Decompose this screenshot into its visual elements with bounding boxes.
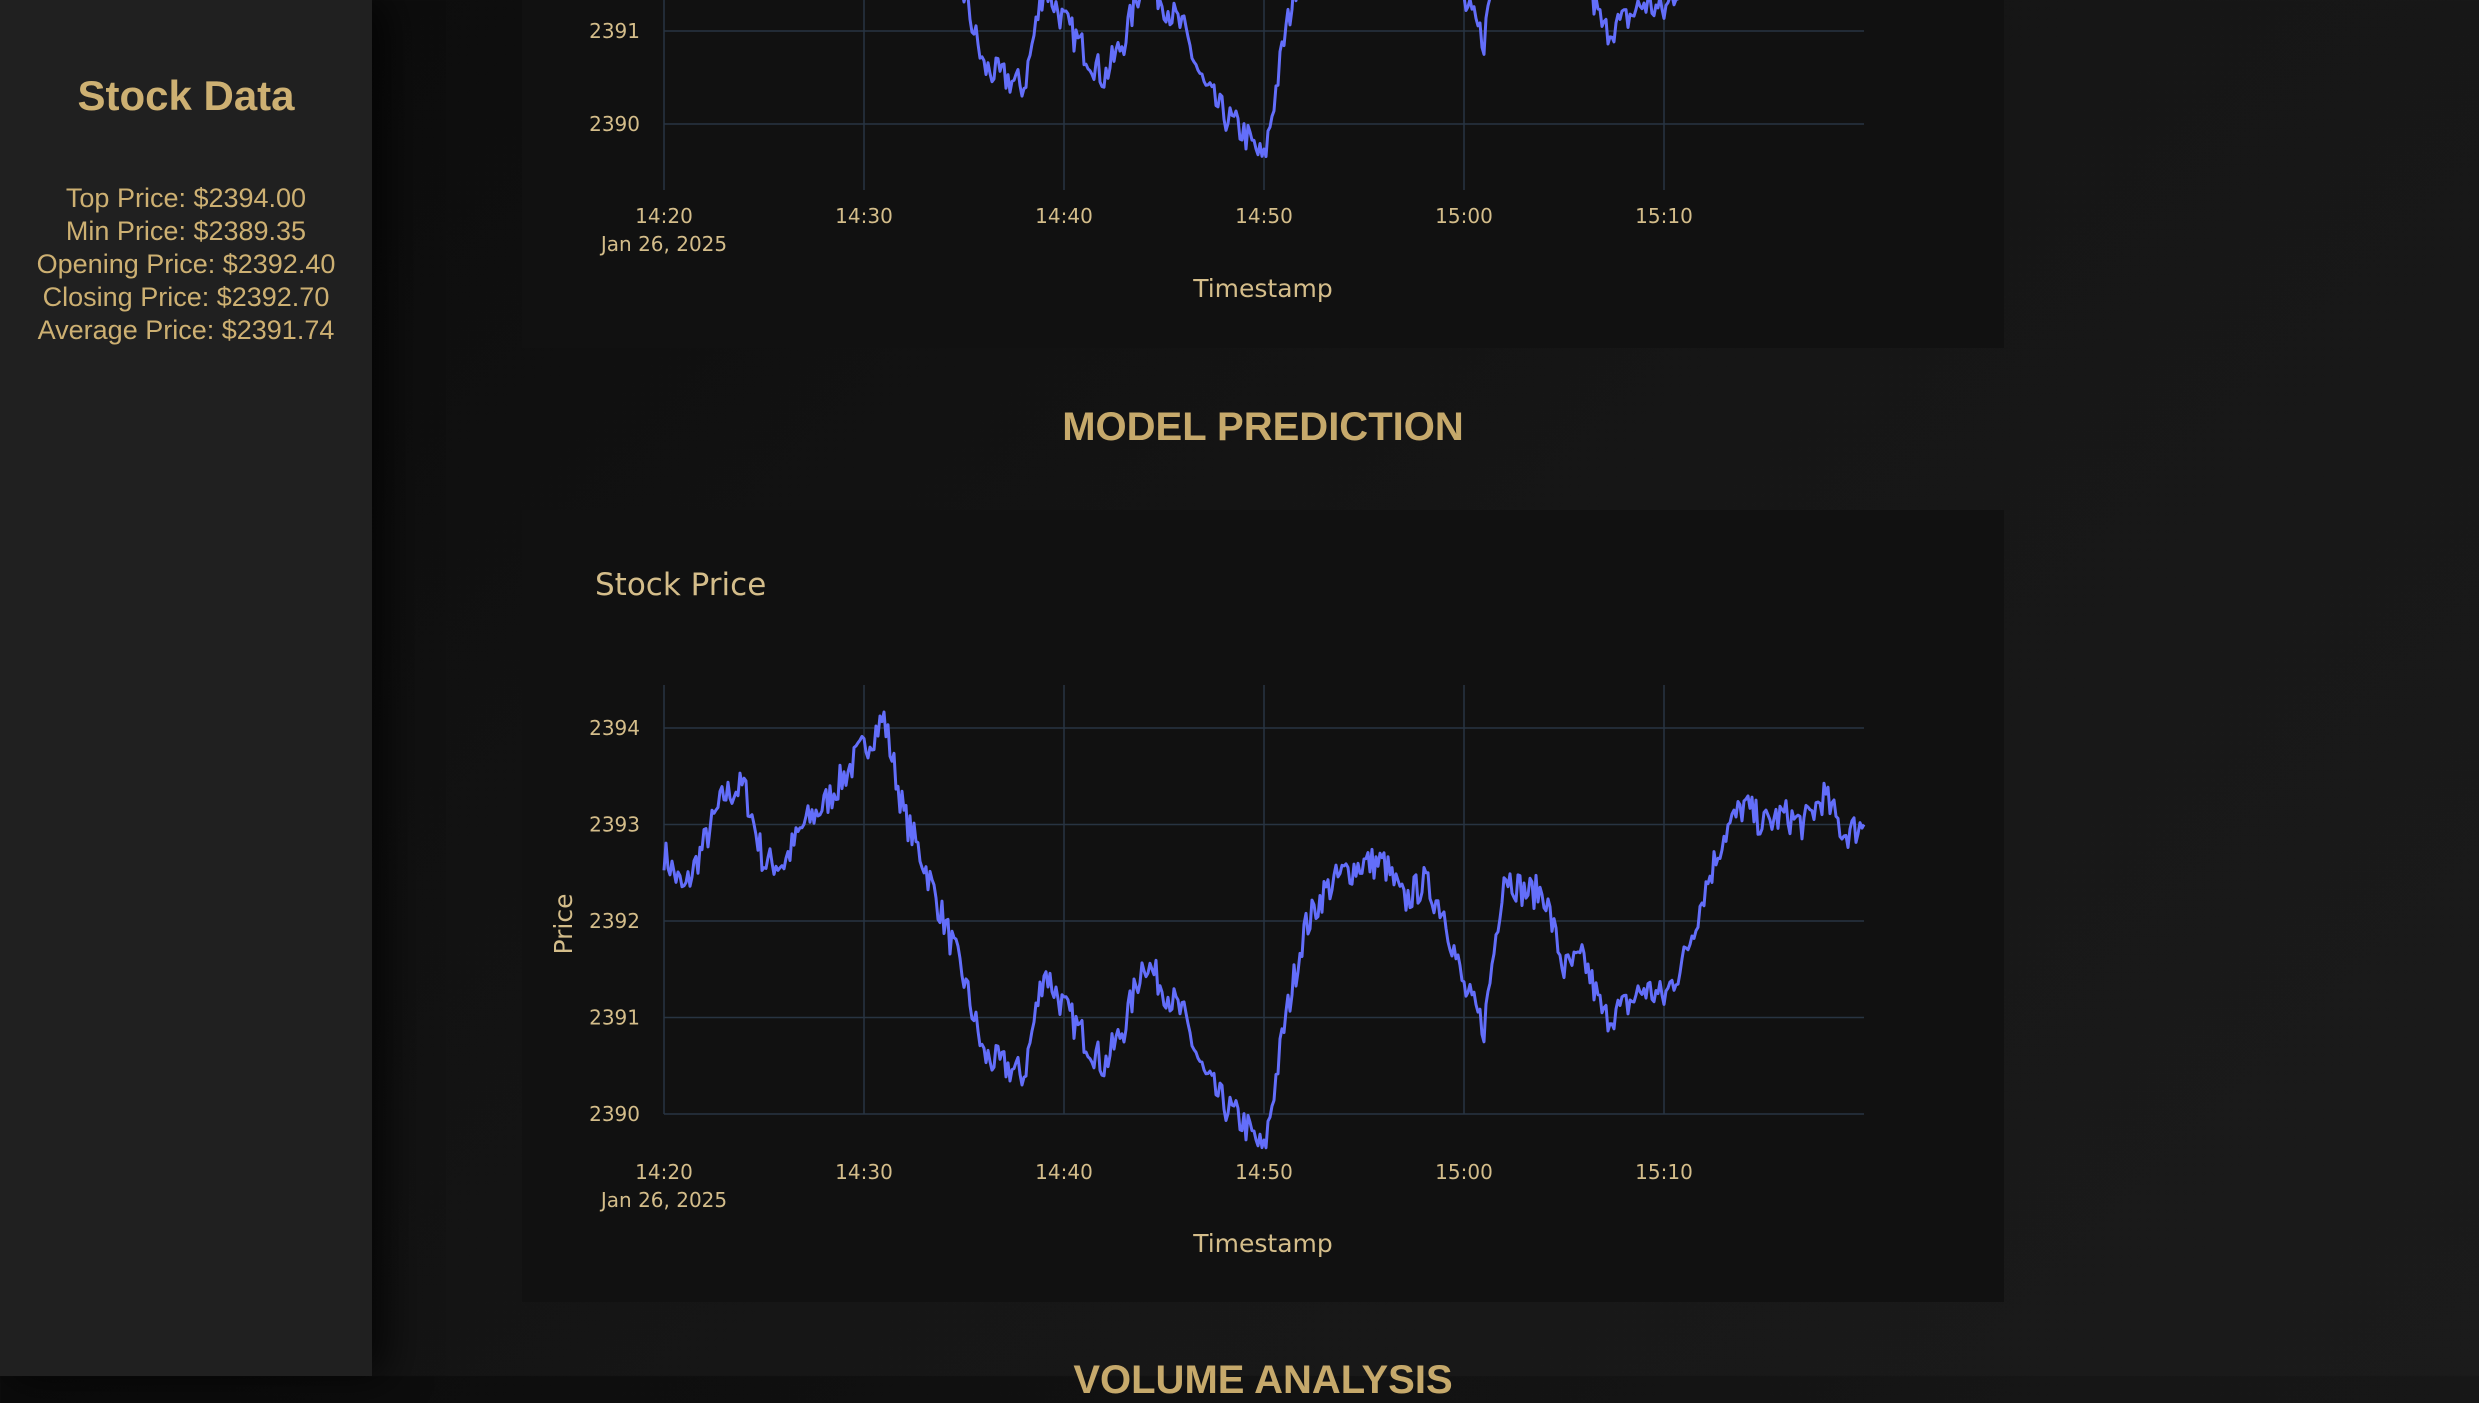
model-prediction-chart-panel: Stock Price 2390 2391 2392 2393 2394 14:20 14:3… [522,510,2004,1302]
stat-average-price: Average Price: $2391.74 [37,315,335,345]
volume-analysis-heading: VOLUME ANALYSIS [1073,1358,1453,1402]
y-tick-label: 2391 [589,19,640,43]
x-axis-title: Timestamp [1192,274,1333,303]
x-tick-label: 14:30 [835,204,893,228]
sidebar-title: Stock Data [77,72,295,119]
price-chart-top[interactable]: 2390 2391 14:20 14:30 14:40 14:50 15:00 15:10 Ja… [522,0,2004,348]
x-tick-label: 15:00 [1435,1160,1493,1184]
x-tick-label: 15:10 [1635,204,1693,228]
stat-top-price: Top Price: $2394.00 [65,183,307,213]
x-date-label: Jan 26, 2025 [599,232,727,256]
gridlines [663,685,1864,1115]
x-axis-title: Timestamp [1192,1229,1333,1258]
gridlines [663,0,1864,190]
stat-min-price: Min Price: $2389.35 [65,216,307,246]
x-tick-label: 14:40 [1035,1160,1093,1184]
chart-title: Stock Price [595,567,766,603]
x-tick-label: 14:30 [835,1160,893,1184]
price-series-line [962,0,1679,159]
x-tick-label: 14:50 [1235,1160,1293,1184]
y-tick-label: 2394 [589,716,640,740]
x-tick-label: 14:40 [1035,204,1093,228]
stat-closing-price: Closing Price: $2392.70 [42,282,330,312]
price-chart-panel-top: 2390 2391 14:20 14:30 14:40 14:50 15:00 15:10 Ja… [522,0,2004,348]
model-prediction-heading: MODEL PREDICTION [1062,405,1464,449]
x-tick-label: 14:20 [635,204,693,228]
y-tick-label: 2391 [589,1006,640,1030]
stats-list: Top Price: $2394.00 Min Price: $2389.35 … [0,182,372,347]
y-tick-label: 2390 [589,112,640,136]
model-prediction-chart[interactable]: Stock Price 2390 2391 2392 2393 2394 14:20 14:3… [522,510,2004,1302]
price-series-line [662,710,1866,1150]
x-tick-label: 14:20 [635,1160,693,1184]
stat-opening-price: Opening Price: $2392.40 [36,249,336,279]
x-tick-label: 15:10 [1635,1160,1693,1184]
y-tick-label: 2393 [589,813,640,837]
x-tick-label: 14:50 [1235,204,1293,228]
y-axis-title: Price [549,894,578,955]
y-tick-label: 2392 [589,909,640,933]
x-tick-label: 15:00 [1435,204,1493,228]
y-tick-label: 2390 [589,1102,640,1126]
sidebar: Stock Data Top Price: $2394.00 Min Price… [0,0,372,1376]
x-date-label: Jan 26, 2025 [599,1188,727,1212]
